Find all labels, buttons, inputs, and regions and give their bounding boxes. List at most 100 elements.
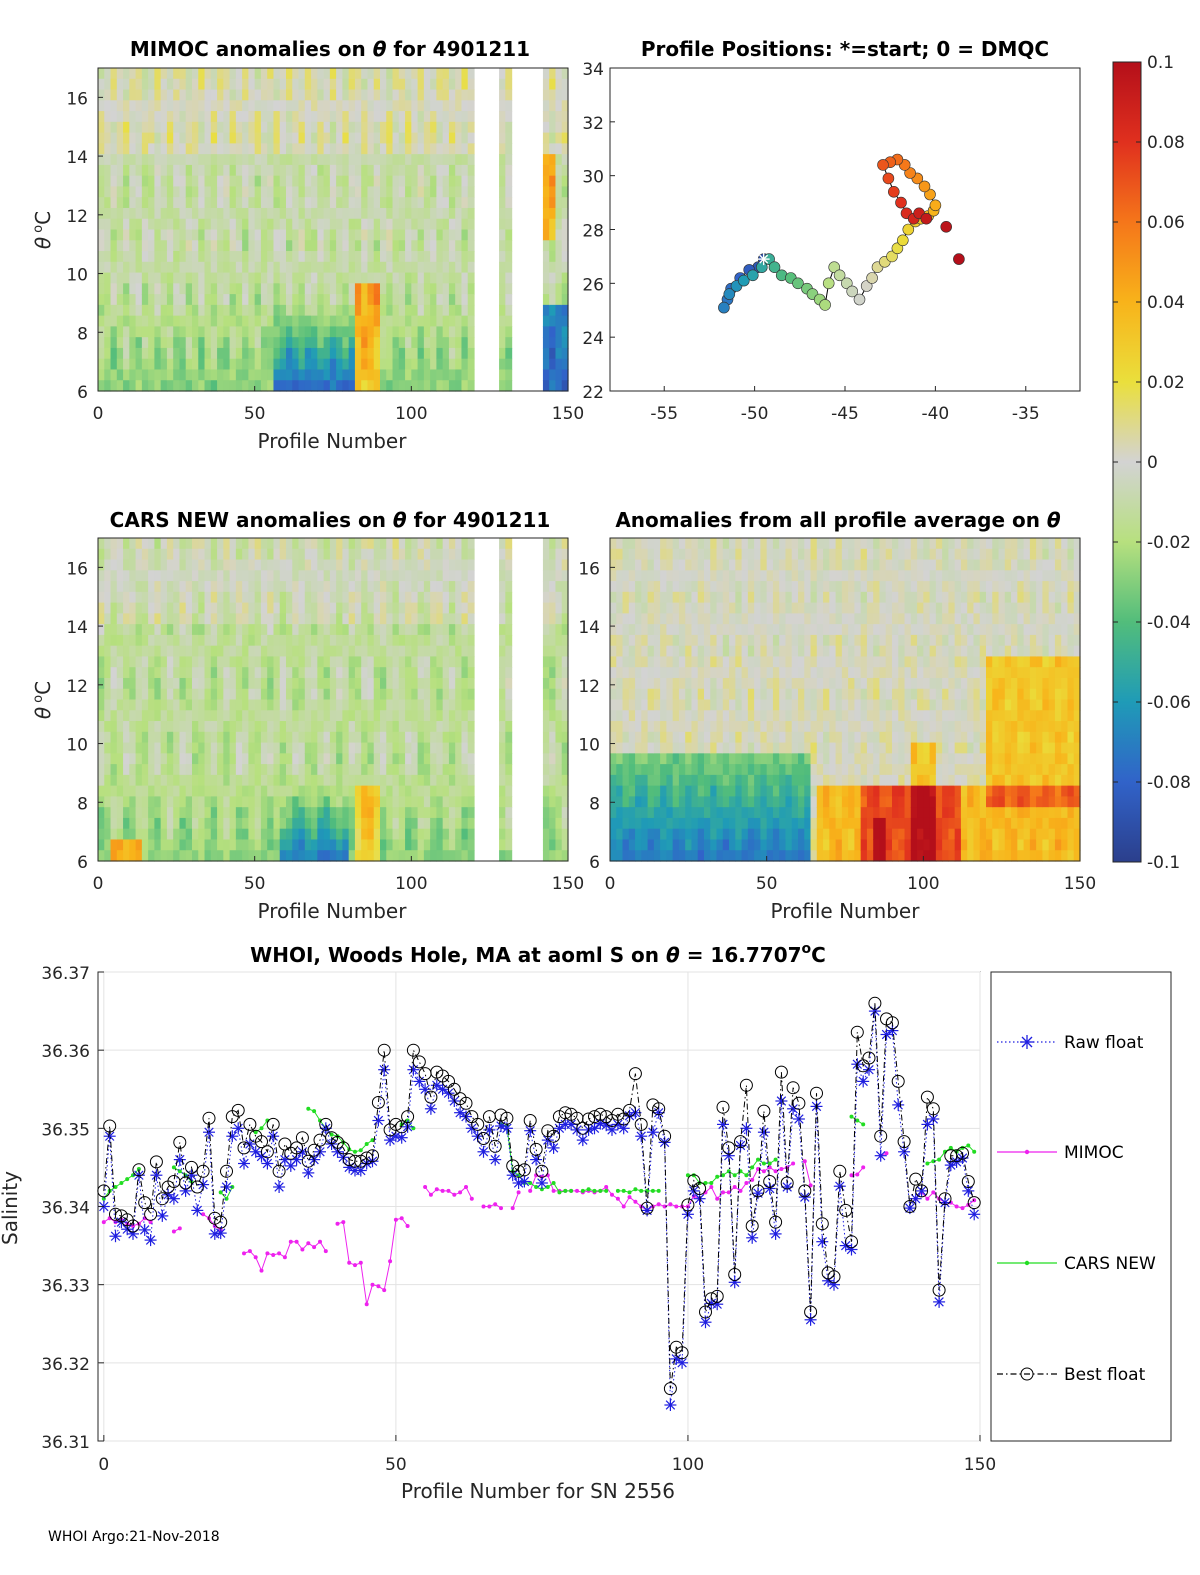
heatmap-cell — [716, 645, 724, 658]
heatmap-cell — [766, 850, 774, 862]
heatmap-cell — [123, 143, 130, 155]
heatmap-cell — [779, 850, 787, 862]
heatmap-cell — [267, 294, 275, 306]
heatmap-cell — [192, 624, 199, 636]
heatmap-cell — [722, 602, 730, 614]
heatmap-cell — [235, 613, 243, 625]
heatmap-cell — [398, 731, 406, 744]
heatmap-cell — [442, 326, 450, 338]
heatmap-cell — [329, 753, 337, 765]
heatmap-cell — [336, 613, 343, 625]
heatmap-cell — [411, 538, 419, 550]
heatmap-cell — [154, 78, 162, 91]
heatmap-cell — [436, 283, 444, 295]
heatmap-cell — [436, 121, 444, 134]
heatmap-cell — [685, 656, 693, 668]
heatmap-cell — [286, 742, 293, 754]
heatmap-cell — [148, 634, 155, 647]
heatmap-cell — [323, 645, 331, 658]
heatmap-cell — [298, 807, 306, 819]
heatmap-cell — [235, 272, 243, 284]
heatmap-cell — [129, 207, 137, 220]
heatmap-cell — [323, 538, 331, 550]
heatmap-cell — [499, 548, 506, 561]
heatmap-cell — [423, 197, 431, 209]
heatmap-cell — [154, 828, 162, 841]
heatmap-cell — [298, 602, 306, 614]
heatmap-cell — [411, 634, 419, 647]
heatmap-cell — [104, 839, 112, 851]
heatmap-cell — [380, 817, 387, 830]
heatmap-cell — [286, 570, 293, 582]
heatmap-cell — [555, 89, 563, 101]
heatmap-cell — [499, 143, 506, 155]
heatmap-cell — [430, 764, 437, 776]
heatmap-cell — [760, 656, 768, 668]
heatmap-cell — [430, 667, 437, 679]
heatmap-cell — [542, 304, 550, 317]
heatmap-cell — [104, 613, 112, 625]
heatmap-cell — [179, 337, 187, 349]
heatmap-cell — [361, 688, 369, 701]
heatmap-cell — [722, 538, 730, 550]
heatmap-cell — [380, 380, 387, 392]
heatmap-cell — [342, 721, 350, 733]
heatmap-cell — [398, 111, 406, 123]
heatmap-cell — [141, 68, 149, 80]
heatmap-cell — [430, 326, 437, 338]
heatmap-cell — [555, 229, 563, 241]
heatmap-cell — [442, 538, 450, 550]
heatmap-cell — [386, 326, 394, 338]
heatmap-cell — [116, 634, 124, 647]
heatmap-cell — [254, 667, 262, 679]
heatmap-cell — [223, 283, 231, 295]
heatmap-cell — [380, 699, 387, 711]
heatmap-cell — [317, 132, 325, 144]
heatmap-cell — [279, 304, 287, 317]
heatmap-cell — [436, 154, 444, 166]
heatmap-cell — [229, 326, 237, 338]
heatmap-cell — [442, 699, 450, 711]
heatmap-cell — [166, 764, 174, 776]
heatmap-cell — [461, 817, 469, 830]
heatmap-cell — [747, 828, 755, 841]
heatmap-cell — [735, 850, 743, 862]
heatmap-cell — [210, 78, 218, 91]
heatmap-cell — [354, 828, 362, 841]
heatmap-cell — [417, 89, 425, 101]
heatmap-cell — [154, 304, 162, 317]
heatmap-cell — [179, 559, 187, 571]
heatmap-cell — [210, 656, 218, 668]
heatmap-cell — [179, 807, 187, 819]
heatmap-cell — [173, 218, 181, 231]
heatmap-cell — [185, 111, 193, 123]
heatmap-cell — [417, 369, 425, 381]
heatmap-cell — [392, 251, 400, 263]
heatmap-cell — [666, 581, 674, 593]
heatmap-cell — [722, 581, 730, 593]
heatmap-cell — [411, 774, 419, 787]
heatmap-cell — [323, 828, 331, 841]
heatmap-cell — [417, 688, 425, 701]
heatmap-cell — [217, 272, 224, 284]
heatmap-cell — [323, 111, 331, 123]
heatmap-cell — [129, 645, 137, 658]
heatmap-cell — [229, 624, 237, 636]
heatmap-cell — [660, 667, 667, 679]
heatmap-cell — [292, 721, 300, 733]
y-tick-label: 8 — [77, 794, 88, 814]
heatmap-cell — [672, 764, 680, 776]
heatmap-cell — [148, 358, 155, 371]
heatmap-cell — [373, 742, 381, 754]
heatmap-cell — [336, 304, 343, 317]
heatmap-cell — [660, 710, 667, 722]
heatmap-cell — [185, 570, 193, 582]
heatmap-cell — [110, 78, 118, 91]
heatmap-cell — [348, 164, 356, 177]
heatmap-cell — [392, 380, 400, 392]
heatmap-cell — [192, 774, 199, 787]
y-tick-label: 12 — [66, 677, 88, 697]
heatmap-cell — [628, 796, 636, 808]
heatmap-cell — [647, 699, 655, 711]
